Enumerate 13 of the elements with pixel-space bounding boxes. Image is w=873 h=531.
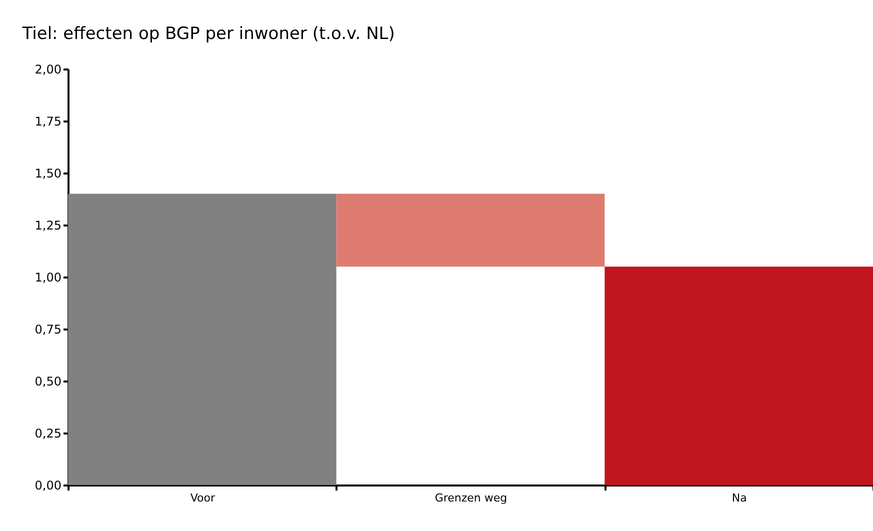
- y-tick-label: 0,50: [34, 374, 62, 388]
- y-tick-label: 1,50: [34, 166, 62, 180]
- x-tick-label: Grenzen weg: [434, 492, 508, 504]
- chart-title: Tiel: effecten op BGP per inwoner (t.o.v. NL): [21, 24, 395, 44]
- x-tick-label: Voor: [190, 492, 216, 504]
- y-tick-label: 0,75: [34, 322, 62, 336]
- y-tick-label: 2,00: [34, 62, 62, 76]
- y-tick-label: 0,25: [34, 426, 62, 440]
- x-tick-label: Na: [732, 492, 747, 504]
- y-tick-label: 1,75: [34, 114, 62, 128]
- y-tick-label: 1,00: [34, 270, 62, 284]
- y-tick-label: 0,00: [34, 478, 62, 492]
- y-tick-label: 1,25: [34, 218, 62, 232]
